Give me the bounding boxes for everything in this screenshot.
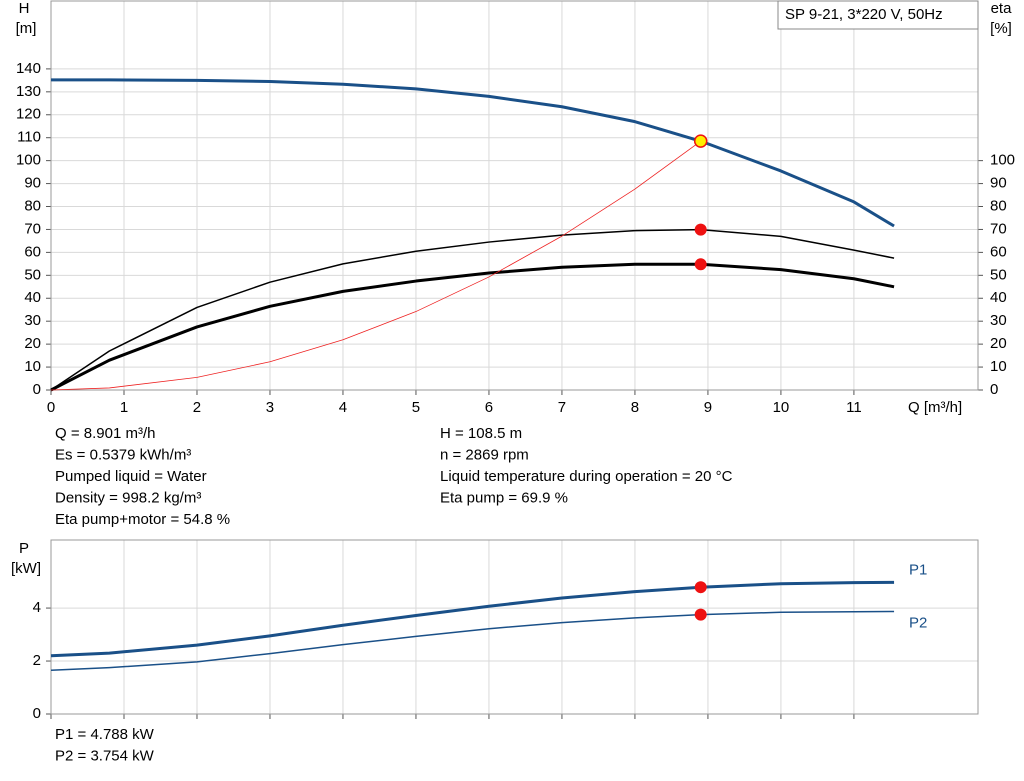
info-text: H = 108.5 m xyxy=(440,425,522,442)
curve xyxy=(50,228,895,391)
y-tick-label: 80 xyxy=(24,197,41,214)
info-text: P1 = 4.788 kW xyxy=(55,726,155,743)
y-tick-label: 130 xyxy=(16,83,41,100)
x-tick-label: 3 xyxy=(266,399,274,416)
x-tick-label: 10 xyxy=(773,399,790,416)
x-tick-label: 6 xyxy=(485,399,493,416)
y-tick-label: 70 xyxy=(24,220,41,237)
x-tick-label: 4 xyxy=(339,399,347,416)
x-tick-label: 5 xyxy=(412,399,420,416)
y-tick-label: 0 xyxy=(33,381,41,398)
info-text: P2 = 3.754 kW xyxy=(55,747,155,764)
curve xyxy=(50,580,895,658)
y-tick-label: 4 xyxy=(33,599,41,616)
y2-tick-label: 10 xyxy=(990,358,1007,375)
y2-tick-label: 30 xyxy=(990,312,1007,329)
series-label: P1 xyxy=(909,561,927,578)
legend-text: SP 9-21, 3*220 V, 50Hz xyxy=(785,6,943,23)
operating-point xyxy=(694,223,707,236)
y-tick-label: 10 xyxy=(24,358,41,375)
y2-tick-label: 100 xyxy=(990,152,1015,169)
info-text: Pumped liquid = Water xyxy=(55,468,207,485)
info-text: Eta pump = 69.9 % xyxy=(440,489,568,506)
y2-tick-label: 80 xyxy=(990,197,1007,214)
y2-axis-unit: [%] xyxy=(990,20,1012,37)
operating-point xyxy=(694,581,707,594)
y2-tick-label: 60 xyxy=(990,243,1007,260)
x-tick-label: 2 xyxy=(193,399,201,416)
y-tick-label: 100 xyxy=(16,152,41,169)
x-tick-label: 9 xyxy=(704,399,712,416)
info-text: Es = 0.5379 kWh/m³ xyxy=(55,446,191,463)
operating-point xyxy=(694,258,707,271)
legend-box xyxy=(777,0,979,30)
y-axis-unit: [kW] xyxy=(11,560,41,577)
curve xyxy=(50,262,895,392)
y-tick-label: 2 xyxy=(33,652,41,669)
operating-point xyxy=(694,608,707,621)
y2-tick-label: 70 xyxy=(990,220,1007,237)
y-tick-label: 20 xyxy=(24,335,41,352)
curve xyxy=(50,140,701,391)
x-tick-label: 8 xyxy=(631,399,639,416)
info-text: Q = 8.901 m³/h xyxy=(55,425,155,442)
y-axis-label: H xyxy=(19,0,30,17)
info-text: Eta pump+motor = 54.8 % xyxy=(55,511,230,528)
y-tick-label: 0 xyxy=(33,705,41,722)
y2-tick-label: 20 xyxy=(990,335,1007,352)
y2-tick-label: 0 xyxy=(990,381,998,398)
operating-point xyxy=(693,134,708,148)
curve xyxy=(50,610,895,672)
plot-frame xyxy=(50,539,979,715)
y-axis-unit: [m] xyxy=(16,20,37,37)
y2-tick-label: 90 xyxy=(990,175,1007,192)
y-tick-label: 60 xyxy=(24,243,41,260)
y2-axis-label: eta xyxy=(991,0,1013,17)
y-axis-label: P xyxy=(19,540,29,557)
x-tick-label: 11 xyxy=(846,399,862,416)
y-tick-label: 50 xyxy=(24,266,41,283)
plot-frame xyxy=(50,0,979,391)
y-tick-label: 110 xyxy=(17,129,41,146)
x-tick-label: 0 xyxy=(47,399,55,416)
info-text: Liquid temperature during operation = 20… xyxy=(440,468,733,485)
y-tick-label: 40 xyxy=(24,289,41,306)
y2-tick-label: 40 xyxy=(990,289,1007,306)
x-tick-label: 7 xyxy=(558,399,566,416)
y-tick-label: 30 xyxy=(24,312,41,329)
y-tick-label: 90 xyxy=(24,175,41,192)
info-text: Density = 998.2 kg/m³ xyxy=(55,489,201,506)
x-axis-label: Q [m³/h] xyxy=(908,399,962,416)
info-text: n = 2869 rpm xyxy=(440,446,529,463)
x-tick-label: 1 xyxy=(120,399,128,416)
curve xyxy=(51,78,895,228)
y2-tick-label: 50 xyxy=(990,266,1007,283)
y-tick-label: 140 xyxy=(16,60,41,77)
series-label: P2 xyxy=(909,614,927,631)
y-tick-label: 120 xyxy=(16,106,41,123)
